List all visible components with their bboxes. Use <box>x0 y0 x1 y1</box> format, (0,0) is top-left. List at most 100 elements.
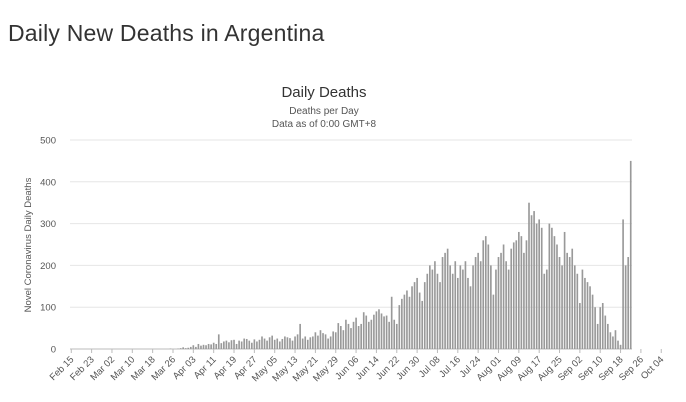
bar <box>294 336 296 349</box>
bar <box>273 339 276 349</box>
bar <box>469 286 472 349</box>
bar <box>306 339 309 349</box>
bar <box>355 317 357 349</box>
bar <box>289 338 291 349</box>
bar <box>332 331 335 349</box>
bar <box>212 342 215 349</box>
bar <box>492 294 495 349</box>
bar <box>256 341 258 349</box>
bar <box>225 340 228 349</box>
grid-lines <box>70 139 632 350</box>
bar <box>500 252 502 349</box>
bar <box>627 257 630 349</box>
bar <box>179 348 182 349</box>
bar <box>484 236 487 349</box>
bar <box>538 219 540 349</box>
bar <box>238 340 240 349</box>
bar <box>357 326 360 349</box>
bar <box>548 223 551 349</box>
bar <box>266 340 268 349</box>
bar <box>253 339 256 349</box>
bar <box>612 336 614 349</box>
bar <box>459 265 462 349</box>
bar <box>434 261 436 349</box>
bar <box>370 319 373 349</box>
x-tick-label: Jun 30 <box>394 354 422 382</box>
bar <box>622 219 624 349</box>
bar <box>299 323 301 349</box>
bar <box>474 257 477 349</box>
bar <box>596 323 599 349</box>
bar <box>528 202 530 349</box>
bar <box>535 223 538 349</box>
bar <box>411 286 413 349</box>
bar <box>317 335 319 349</box>
bar <box>314 332 317 349</box>
bar <box>551 227 553 349</box>
bar <box>197 343 200 349</box>
bar <box>367 321 370 349</box>
bar <box>395 323 398 349</box>
bar <box>268 337 271 349</box>
bar <box>472 265 474 349</box>
bar <box>599 307 602 349</box>
bar <box>233 339 235 349</box>
bar <box>301 338 304 349</box>
bar <box>263 338 266 349</box>
bar <box>360 323 362 349</box>
bar <box>495 269 497 349</box>
y-axis-label: Novel Coronavirus Daily Deaths <box>23 177 34 312</box>
bar <box>271 335 273 349</box>
bar <box>189 346 192 349</box>
bar <box>563 231 566 349</box>
bar <box>507 269 510 349</box>
bar <box>296 334 299 349</box>
bar <box>510 248 513 349</box>
bar <box>342 330 345 349</box>
bar <box>375 311 378 349</box>
bar <box>482 240 485 349</box>
bar <box>512 242 515 349</box>
bar <box>477 252 479 349</box>
bar <box>449 265 451 349</box>
bar <box>441 257 444 349</box>
bar <box>614 330 617 349</box>
y-tick-label: 100 <box>40 303 56 314</box>
bar <box>490 265 492 349</box>
bar <box>619 344 622 349</box>
bar <box>309 337 312 349</box>
y-tick-label: 400 <box>40 177 56 188</box>
bar <box>624 265 627 349</box>
bar <box>187 347 190 349</box>
y-tick-label: 200 <box>40 261 56 272</box>
bar <box>607 323 609 349</box>
bar <box>205 345 207 349</box>
y-axis-ticks: 0 100 200 300 400 500 <box>40 136 56 356</box>
bar <box>345 319 347 349</box>
bar <box>235 343 238 349</box>
bar <box>561 265 563 349</box>
bar <box>327 338 329 349</box>
bar <box>629 160 632 349</box>
bar <box>416 277 418 349</box>
bar <box>347 323 350 349</box>
bar <box>566 252 568 349</box>
bar <box>248 340 251 349</box>
bar <box>617 340 619 349</box>
bar <box>312 336 314 349</box>
y-tick-label: 500 <box>40 136 56 147</box>
bar <box>390 296 393 349</box>
bar <box>215 343 218 349</box>
bar <box>230 340 233 349</box>
bar <box>576 273 579 349</box>
bar <box>446 248 449 349</box>
bar <box>228 342 230 349</box>
bar <box>350 328 352 349</box>
bar <box>388 321 390 349</box>
bar <box>383 316 385 349</box>
bar <box>284 336 286 349</box>
bar <box>451 273 454 349</box>
bar <box>421 300 424 349</box>
bar <box>479 261 482 349</box>
